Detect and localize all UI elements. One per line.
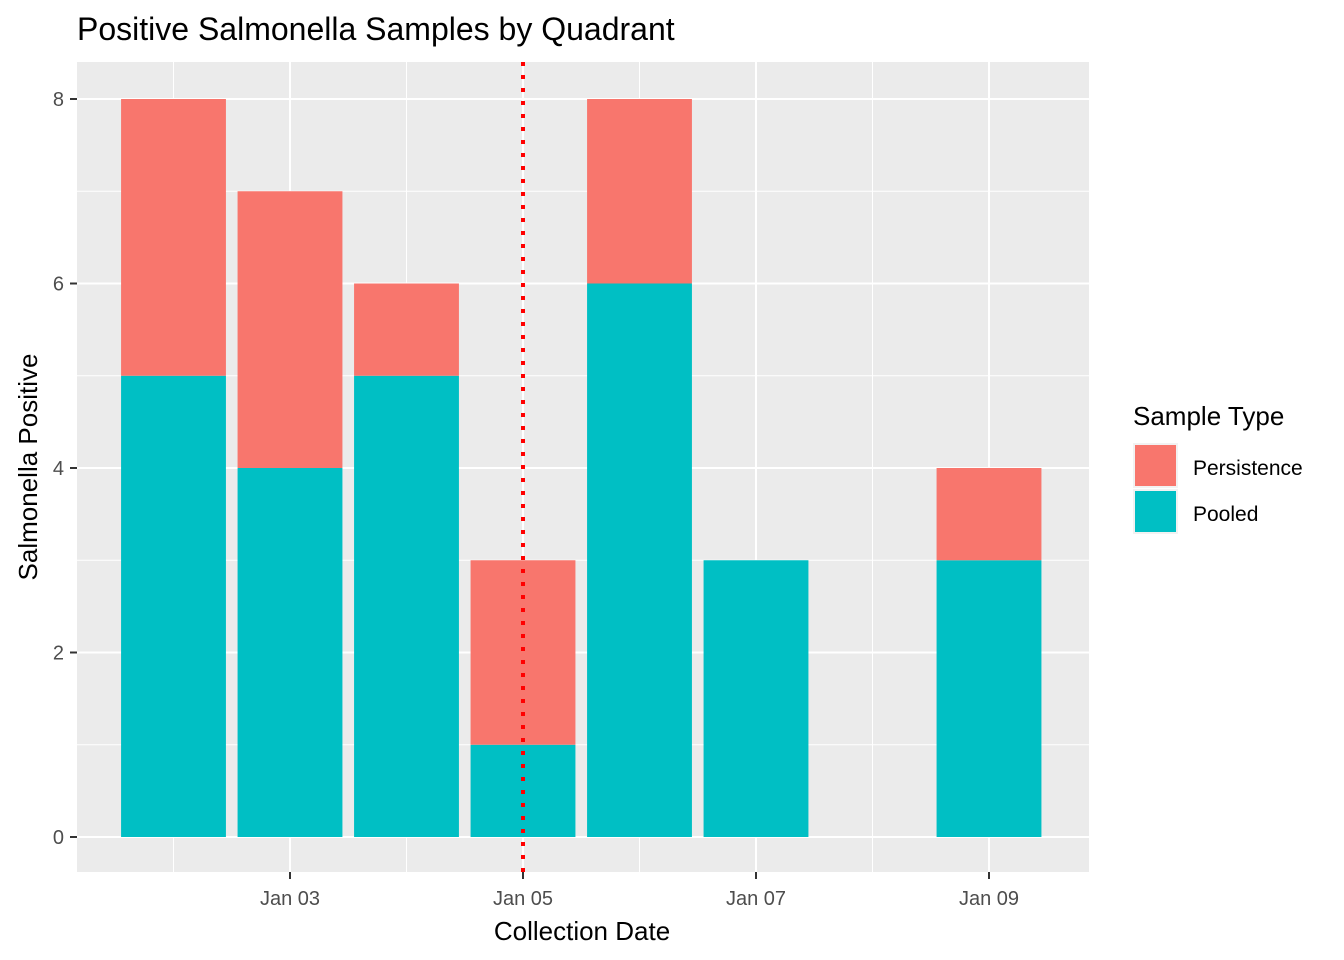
bar-persistence-2021-01-04 [354, 283, 459, 376]
y-tick-label: 2 [53, 643, 64, 665]
legend-label-pooled: Pooled [1193, 503, 1258, 526]
y-tick-label: 4 [53, 458, 64, 480]
bar-pooled-2021-01-09 [936, 560, 1042, 837]
legend-label-persistence: Persistence [1193, 457, 1303, 480]
y-tick-label: 8 [53, 89, 64, 111]
chart-title: Positive Salmonella Samples by Quadrant [77, 11, 675, 47]
legend-swatch-persistence [1135, 445, 1176, 486]
x-tick-label: Jan 05 [493, 888, 553, 910]
bar-pooled-2021-01-02 [121, 375, 226, 837]
bar-persistence-2021-01-02 [121, 99, 226, 376]
y-axis-title: Salmonella Positive [13, 354, 43, 581]
x-tick-label: Jan 03 [260, 888, 320, 910]
bar-pooled-2021-01-06 [587, 283, 692, 837]
bar-persistence-2021-01-05 [470, 560, 576, 745]
x-axis-title: Collection Date [494, 916, 670, 946]
bar-pooled-2021-01-03 [237, 468, 343, 837]
bar-persistence-2021-01-06 [587, 99, 692, 284]
bar-persistence-2021-01-03 [237, 191, 343, 468]
y-tick-label: 0 [53, 827, 64, 849]
x-tick-label: Jan 09 [959, 888, 1019, 910]
y-tick-label: 6 [53, 274, 64, 296]
bar-pooled-2021-01-07 [703, 560, 809, 837]
x-tick-label: Jan 07 [726, 888, 786, 910]
legend: Sample Type Persistence Pooled [1133, 401, 1303, 534]
plot-area: 0 2 4 6 8 Jan 03 Jan 05 Jan 07 Jan 09 [53, 62, 1089, 910]
bar-persistence-2021-01-09 [936, 468, 1042, 561]
legend-swatch-pooled [1135, 491, 1176, 532]
legend-title: Sample Type [1133, 401, 1284, 431]
bar-pooled-2021-01-04 [354, 375, 459, 837]
